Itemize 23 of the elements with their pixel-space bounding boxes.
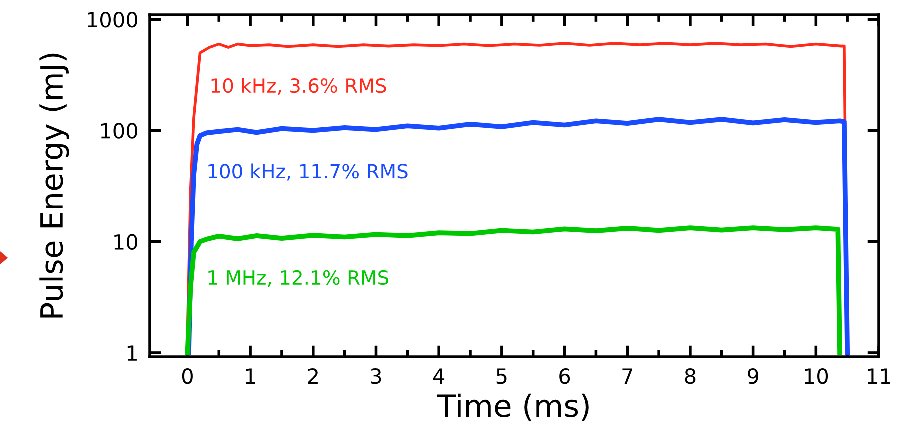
x-tick-label: 6 — [560, 368, 570, 384]
y-tick-label: 1 — [128, 346, 137, 361]
series-label: 100 kHz, 11.7% RMS — [208, 164, 408, 181]
y-tick-label: 1000 — [88, 12, 138, 28]
x-tick-label: 10 — [805, 368, 828, 384]
y-tick-label: 100 — [101, 123, 138, 139]
series-label: 1 MHz, 12.1% RMS — [208, 270, 389, 288]
x-tick-label: 3 — [371, 368, 382, 384]
x-tick-label: 7 — [622, 368, 632, 384]
line-series — [186, 117, 850, 356]
y-axis-title: Pulse Energy (mJ) — [40, 54, 70, 318]
x-tick-label: 11 — [868, 368, 890, 384]
series-label: 10 kHz, 3.6% RMS — [212, 78, 386, 96]
line-series — [185, 226, 842, 356]
x-tick-label: 1 — [246, 368, 256, 384]
x-tick-label: 9 — [748, 368, 758, 384]
x-tick-label: 4 — [433, 368, 445, 384]
x-tick-label: 2 — [308, 368, 318, 384]
x-tick-label: 8 — [685, 368, 696, 384]
x-tick-label: 5 — [496, 368, 507, 384]
x-axis-title: Time (ms) — [437, 394, 589, 422]
y-tick-label: 10 — [114, 234, 138, 250]
x-tick-label: 0 — [182, 368, 193, 384]
